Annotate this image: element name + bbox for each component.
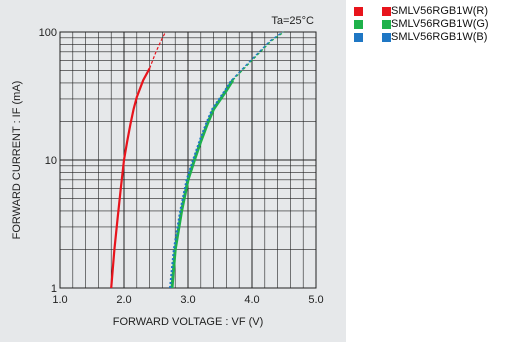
series-line (169, 79, 233, 289)
x-tick-label: 4.0 (244, 294, 259, 306)
x-tick-label: 5.0 (308, 294, 323, 306)
y-tick-label: 100 (39, 27, 57, 39)
tick-labels: 1.0 2.0 3.0 4.0 5.0 1 10 100 (39, 27, 324, 306)
chart-panel: 1.0 2.0 3.0 4.0 5.0 1 10 100 Ta=25°C FORWARD VO… (0, 0, 346, 342)
legend-label: SMLV56RGB1W(B) (391, 31, 488, 43)
series-line (170, 79, 235, 289)
series-layer (110, 31, 285, 289)
condition-label: Ta=25°C (271, 15, 314, 27)
legend-swatch (354, 20, 363, 29)
x-tick-label: 1.0 (52, 294, 67, 306)
chart-svg: 1.0 2.0 3.0 4.0 5.0 1 10 100 Ta=25°C FORWARD VO… (11, 15, 324, 328)
plot-frame (59, 31, 317, 289)
grid (59, 31, 317, 289)
x-axis-label: FORWARD VOLTAGE : VF (V) (113, 316, 264, 328)
y-tick-label: 1 (51, 283, 57, 295)
legend-swatch (382, 20, 391, 29)
legend-label: SMLV56RGB1W(G) (391, 18, 489, 30)
series-extrapolation-line (232, 31, 285, 81)
legend-swatch (382, 33, 391, 42)
legend-swatch (354, 7, 363, 16)
x-tick-label: 2.0 (116, 294, 131, 306)
y-tick-label: 10 (45, 155, 57, 167)
series-extrapolation-line (149, 31, 167, 69)
legend-label: SMLV56RGB1W(R) (391, 5, 488, 17)
series-line (110, 67, 151, 289)
legend-swatch (354, 33, 363, 42)
legend-swatch (382, 7, 391, 16)
series-extrapolation-line (231, 31, 284, 81)
x-tick-label: 3.0 (180, 294, 195, 306)
y-axis-label: FORWARD CURRENT : IF (mA) (11, 81, 23, 240)
